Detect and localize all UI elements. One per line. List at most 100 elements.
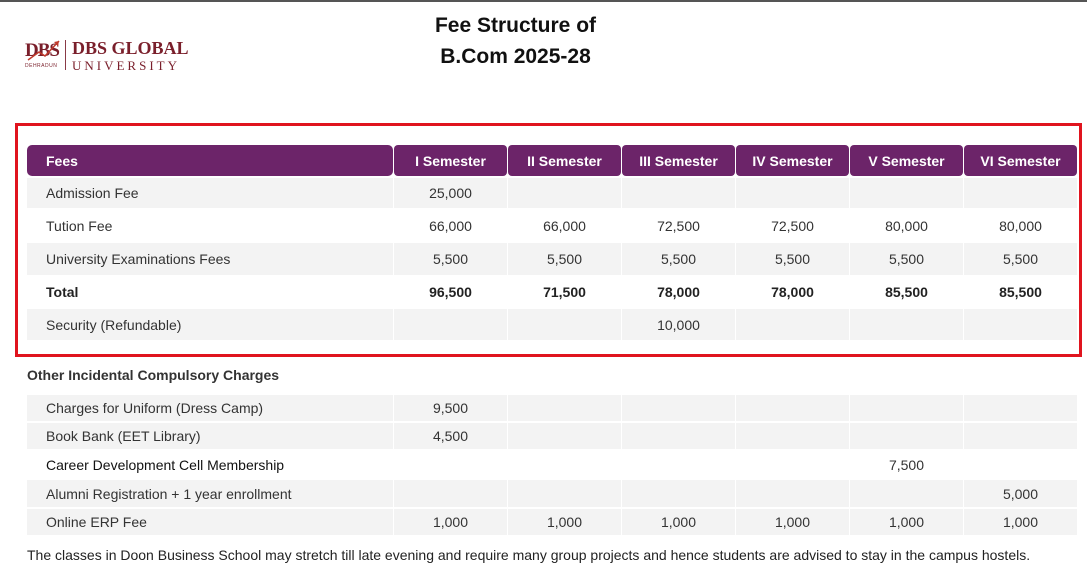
header-sem-3: III Semester: [622, 145, 735, 176]
table-row: Book Bank (EET Library) 4,500: [27, 423, 1078, 449]
table-row: Online ERP Fee 1,000 1,000 1,000 1,000 1…: [27, 509, 1078, 535]
header-sem-4: IV Semester: [736, 145, 849, 176]
table-cell: 66,000: [394, 210, 507, 241]
table-cell: 5,500: [964, 243, 1077, 275]
logo-divider: [65, 40, 66, 70]
table-row-total: Total 96,500 71,500 78,000 78,000 85,500…: [27, 277, 1078, 307]
table-cell: [850, 178, 963, 208]
table-cell: 1,000: [850, 509, 963, 535]
table-row: Admission Fee 25,000: [27, 178, 1078, 208]
table-cell: [850, 395, 963, 421]
table-cell: [508, 178, 621, 208]
table-cell: [736, 480, 849, 507]
table-row: University Examinations Fees 5,500 5,500…: [27, 243, 1078, 275]
table-cell: [622, 451, 735, 478]
row-label: Online ERP Fee: [27, 509, 393, 535]
table-cell: [508, 451, 621, 478]
table-cell: [964, 309, 1077, 340]
table-cell: 80,000: [964, 210, 1077, 241]
row-label: Admission Fee: [27, 178, 393, 208]
highlight-box: [15, 123, 1082, 357]
row-label: Security (Refundable): [27, 309, 393, 340]
table-cell: 5,500: [394, 243, 507, 275]
table-cell: [964, 178, 1077, 208]
table-cell: 96,500: [394, 277, 507, 307]
row-label: Alumni Registration + 1 year enrollment: [27, 480, 393, 507]
table-cell: [394, 309, 507, 340]
table-cell: [850, 423, 963, 449]
table-row: Tution Fee 66,000 66,000 72,500 72,500 8…: [27, 210, 1078, 241]
table-cell: [508, 309, 621, 340]
table-cell: [850, 480, 963, 507]
table-cell: 1,000: [736, 509, 849, 535]
table-cell: [508, 395, 621, 421]
table-cell: [736, 451, 849, 478]
table-cell: [394, 451, 507, 478]
header-sem-2: II Semester: [508, 145, 621, 176]
table-cell: 1,000: [622, 509, 735, 535]
top-border-line: [0, 0, 1087, 2]
header-sem-6: VI Semester: [964, 145, 1077, 176]
section-title-other-charges: Other Incidental Compulsory Charges: [27, 367, 280, 383]
university-logo: DBS DEHRADUN DBS GLOBAL UNIVERSITY: [25, 38, 189, 72]
logo-line-1: DBS GLOBAL: [72, 37, 189, 58]
table-cell: 78,000: [622, 277, 735, 307]
table-cell: 1,000: [508, 509, 621, 535]
table-cell: [964, 423, 1077, 449]
table-cell: 9,500: [394, 395, 507, 421]
table-cell: 5,500: [508, 243, 621, 275]
table-cell: 80,000: [850, 210, 963, 241]
table-cell: 85,500: [964, 277, 1077, 307]
table-cell: [736, 309, 849, 340]
row-label: Tution Fee: [27, 210, 393, 241]
table-cell: 5,500: [850, 243, 963, 275]
table-cell: 71,500: [508, 277, 621, 307]
row-label: Total: [27, 277, 393, 307]
table-cell: 4,500: [394, 423, 507, 449]
table-cell: [736, 395, 849, 421]
table-cell: 72,500: [736, 210, 849, 241]
table-cell: 66,000: [508, 210, 621, 241]
table-cell: [622, 423, 735, 449]
table-cell: [622, 395, 735, 421]
table-row: Security (Refundable) 10,000: [27, 309, 1078, 340]
header-fees: Fees: [27, 145, 393, 176]
logo-arrow-icon: [27, 40, 60, 61]
table-cell: 25,000: [394, 178, 507, 208]
table-cell: 85,500: [850, 277, 963, 307]
table-cell: 1,000: [394, 509, 507, 535]
row-label: University Examinations Fees: [27, 243, 393, 275]
footer-note: The classes in Doon Business School may …: [27, 547, 1031, 563]
table-cell: 10,000: [622, 309, 735, 340]
table-cell: 7,500: [850, 451, 963, 478]
fee-table-header: Fees I Semester II Semester III Semester…: [27, 145, 1078, 176]
table-row: Charges for Uniform (Dress Camp) 9,500: [27, 395, 1078, 421]
table-cell: 72,500: [622, 210, 735, 241]
fee-table: Fees I Semester II Semester III Semester…: [27, 145, 1078, 340]
logo-mark: DBS DEHRADUN: [25, 38, 63, 72]
row-label: Charges for Uniform (Dress Camp): [27, 395, 393, 421]
table-cell: [508, 423, 621, 449]
table-cell: [964, 451, 1077, 478]
logo-mark-subtext: DEHRADUN: [25, 63, 58, 69]
table-cell: 1,000: [964, 509, 1077, 535]
table-cell: [736, 423, 849, 449]
page-title-line-1: Fee Structure of: [434, 14, 597, 37]
page-title-line-2: B.Com 2025-28: [440, 45, 591, 68]
table-cell: [850, 309, 963, 340]
table-row: Career Development Cell Membership 7,500: [27, 451, 1078, 478]
header-sem-5: V Semester: [850, 145, 963, 176]
table-cell: [508, 480, 621, 507]
table-cell: [394, 480, 507, 507]
table-row: Alumni Registration + 1 year enrollment …: [27, 480, 1078, 507]
other-charges-table: Charges for Uniform (Dress Camp) 9,500 B…: [27, 395, 1078, 535]
logo-line-2: UNIVERSITY: [72, 57, 180, 73]
table-cell: 5,500: [736, 243, 849, 275]
table-cell: [964, 395, 1077, 421]
table-cell: 5,500: [622, 243, 735, 275]
table-cell: [622, 178, 735, 208]
header-sem-1: I Semester: [394, 145, 507, 176]
row-label: Career Development Cell Membership: [27, 451, 393, 478]
row-label: Book Bank (EET Library): [27, 423, 393, 449]
table-cell: [736, 178, 849, 208]
